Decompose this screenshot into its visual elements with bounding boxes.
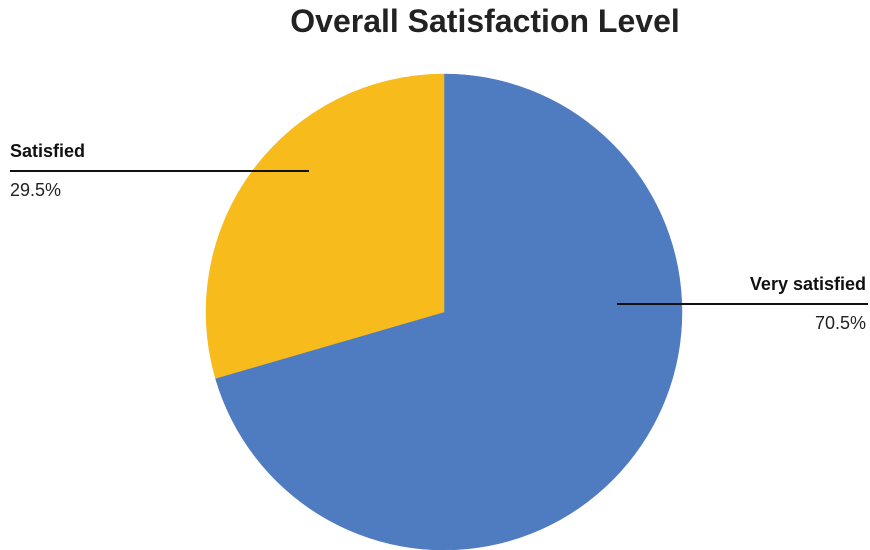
slice-name-label: Very satisfied — [750, 274, 866, 294]
chart-title: Overall Satisfaction Level — [290, 3, 680, 39]
slice-percent-label: 29.5% — [10, 180, 61, 200]
slice-percent-label: 70.5% — [815, 313, 866, 333]
slice-name-label: Satisfied — [10, 141, 85, 161]
pie-slices — [206, 74, 682, 550]
